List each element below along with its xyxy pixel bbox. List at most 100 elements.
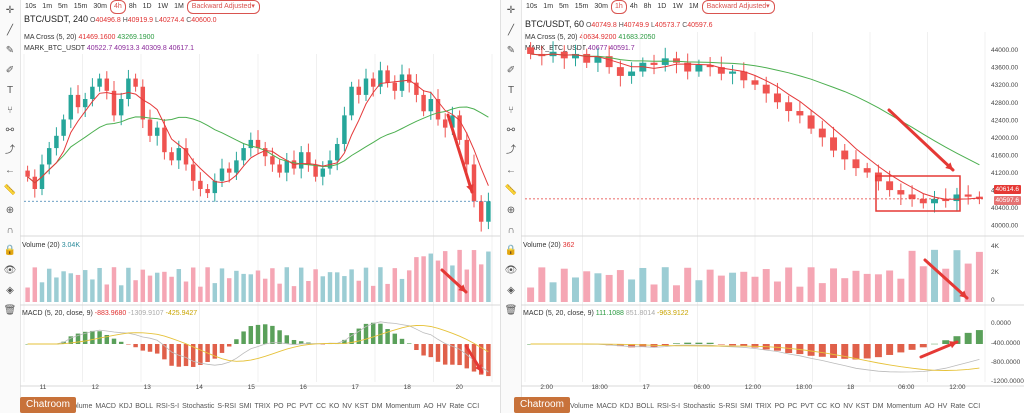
timeframe-1M[interactable]: 1M	[688, 3, 699, 10]
timeframe-10s[interactable]: 10s	[526, 3, 538, 10]
forecast-icon[interactable]: ⤴	[5, 145, 15, 156]
back-arrow-icon[interactable]: ←	[5, 165, 15, 176]
layers-icon[interactable]: ◈	[6, 285, 14, 296]
indicator-ko[interactable]: KO	[329, 403, 340, 410]
indicator-kst[interactable]: KST	[855, 403, 870, 410]
left-symbol[interactable]: BTC/USDT, 240	[24, 14, 89, 24]
indicator-smi[interactable]: SMI	[239, 403, 252, 410]
indicator-pc[interactable]: PC	[787, 403, 798, 410]
macd-label[interactable]: MACD (5, 20, close, 9)	[523, 310, 594, 317]
crosshair-icon[interactable]: ✛	[506, 5, 516, 16]
fork-icon[interactable]: ⑂	[508, 105, 514, 116]
indicator-ko[interactable]: KO	[830, 403, 841, 410]
ruler-icon[interactable]: 📏	[3, 185, 17, 196]
text-icon[interactable]: T	[6, 85, 14, 96]
right-chatroom-button[interactable]: Chatroom	[514, 397, 570, 413]
ruler-icon[interactable]: 📏	[504, 185, 518, 196]
timeframe-4h[interactable]: 4h	[110, 0, 126, 14]
magnet-icon[interactable]: ∩	[507, 225, 515, 236]
forecast-icon[interactable]: ⤴	[506, 145, 516, 156]
ma-label[interactable]: MA Cross (5, 20)	[525, 34, 578, 41]
indicator-rate[interactable]: Rate	[449, 403, 465, 410]
layers-icon[interactable]: ◈	[507, 285, 515, 296]
timeframe-5m[interactable]: 5m	[58, 3, 68, 10]
indicator-macd[interactable]: MACD	[596, 403, 617, 410]
indicator-pc[interactable]: PC	[286, 403, 297, 410]
timeframe-1D[interactable]: 1D	[142, 3, 152, 10]
indicator-ao[interactable]: AO	[924, 403, 935, 410]
indicator-stochastic[interactable]: Stochastic	[182, 403, 215, 410]
timeframe-8h[interactable]: 8h	[643, 3, 652, 10]
indicator-volume[interactable]: Volume	[570, 403, 594, 410]
lock-icon[interactable]: 🔒	[504, 245, 518, 256]
left-chatroom-button[interactable]: Chatroom	[20, 397, 76, 413]
macd-label[interactable]: MACD (5, 20, close, 9)	[22, 310, 93, 317]
timeframe-30m[interactable]: 30m	[93, 3, 108, 10]
indicator-kdj[interactable]: KDJ	[118, 403, 133, 410]
indicator-cci[interactable]: CCI	[467, 403, 480, 410]
eye-icon[interactable]: 👁	[3, 265, 17, 276]
indicator-trix[interactable]: TRIX	[755, 403, 772, 410]
timeframe-1W[interactable]: 1W	[672, 3, 683, 10]
indicator-kst[interactable]: KST	[354, 403, 369, 410]
indicator-nv[interactable]: NV	[342, 403, 352, 410]
timeframe-8h[interactable]: 8h	[128, 3, 137, 10]
timeframe-1W[interactable]: 1W	[157, 3, 169, 10]
indicator-boll[interactable]: BOLL	[636, 403, 655, 410]
mark-label[interactable]: MARK_BTC_USDT	[24, 45, 85, 52]
indicator-cc[interactable]: CC	[816, 403, 828, 410]
adjust-dropdown[interactable]: Backward Adjusted▾	[701, 0, 775, 14]
pattern-icon[interactable]: ⚯	[506, 125, 516, 136]
indicator-nv[interactable]: NV	[843, 403, 853, 410]
indicator-s-rsi[interactable]: S-RSI	[718, 403, 738, 410]
text-icon[interactable]: T	[507, 85, 515, 96]
fork-icon[interactable]: ⑂	[7, 105, 13, 116]
indicator-pvt[interactable]: PVT	[299, 403, 313, 410]
trash-icon[interactable]: 🗑	[504, 305, 518, 316]
indicator-trix[interactable]: TRIX	[254, 403, 271, 410]
indicator-pvt[interactable]: PVT	[800, 403, 814, 410]
indicator-stochastic[interactable]: Stochastic	[683, 403, 716, 410]
left-chart-canvas[interactable]: 11 12 13 14 15 16 17 18 20	[20, 12, 500, 401]
volume-label[interactable]: Volume (20)	[523, 242, 561, 249]
timeframe-1D[interactable]: 1D	[657, 3, 667, 10]
magnet-icon[interactable]: ∩	[6, 225, 14, 236]
timeframe-15m[interactable]: 15m	[73, 3, 88, 10]
indicator-boll[interactable]: BOLL	[135, 403, 154, 410]
pattern-icon[interactable]: ⚯	[5, 125, 15, 136]
trend-line-icon[interactable]: ╱	[507, 25, 515, 36]
lock-icon[interactable]: 🔒	[3, 245, 17, 256]
right-symbol[interactable]: BTC/USDT, 60	[525, 19, 585, 29]
adjust-dropdown[interactable]: Backward Adjusted▾	[186, 0, 260, 14]
zoom-in-icon[interactable]: ⊕	[5, 205, 15, 216]
indicator-hv[interactable]: HV	[436, 403, 447, 410]
zoom-in-icon[interactable]: ⊕	[506, 205, 516, 216]
brush-icon[interactable]: ✎	[5, 45, 15, 56]
timeframe-1m[interactable]: 1m	[543, 3, 554, 10]
timeframe-1h[interactable]: 1h	[611, 0, 627, 14]
crosshair-icon[interactable]: ✛	[5, 5, 15, 16]
trash-icon[interactable]: 🗑	[3, 305, 17, 316]
ma-label[interactable]: MA Cross (5, 20)	[24, 34, 77, 41]
indicator-smi[interactable]: SMI	[740, 403, 753, 410]
indicator-s-rsi[interactable]: S-RSI	[217, 403, 237, 410]
indicator-kdj[interactable]: KDJ	[619, 403, 634, 410]
indicator-rate[interactable]: Rate	[950, 403, 966, 410]
brush-icon[interactable]: ✎	[506, 45, 516, 56]
indicator-ao[interactable]: AO	[423, 403, 434, 410]
eye-icon[interactable]: 👁	[504, 265, 518, 276]
indicator-dm[interactable]: DM	[872, 403, 884, 410]
indicator-cci[interactable]: CCI	[968, 403, 981, 410]
indicator-macd[interactable]: MACD	[95, 403, 116, 410]
trend-line-icon[interactable]: ╱	[6, 25, 14, 36]
indicator-momentum[interactable]: Momentum	[886, 403, 922, 410]
volume-label[interactable]: Volume (20)	[22, 242, 60, 249]
timeframe-1m[interactable]: 1m	[42, 3, 53, 10]
indicator-rsi-s-i[interactable]: RSI-S-I	[156, 403, 180, 410]
indicator-volume[interactable]: Volume	[69, 403, 93, 410]
timeframe-30m[interactable]: 30m	[594, 3, 609, 10]
timeframe-15m[interactable]: 15m	[574, 3, 589, 10]
indicator-dm[interactable]: DM	[371, 403, 383, 410]
indicator-momentum[interactable]: Momentum	[385, 403, 421, 410]
indicator-cc[interactable]: CC	[315, 403, 327, 410]
